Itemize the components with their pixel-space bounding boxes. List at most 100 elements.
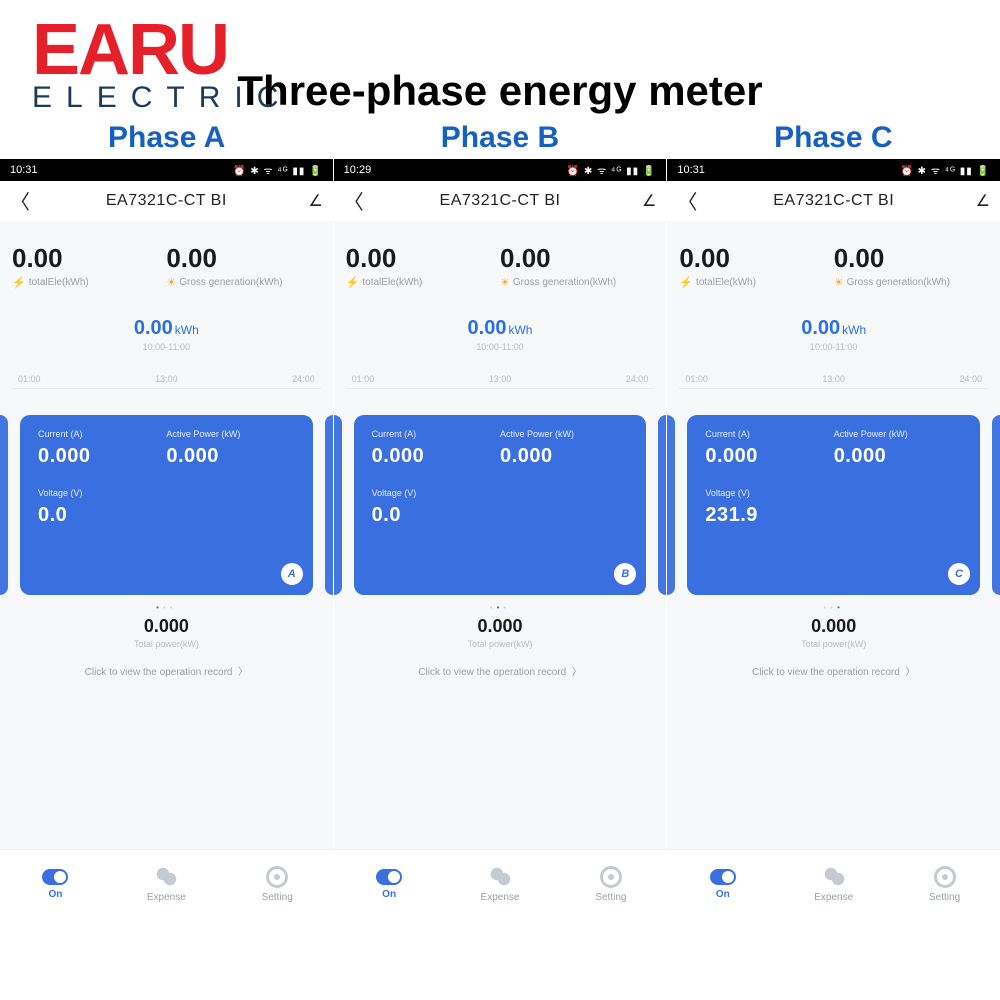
phase-card-wrap: Current (A) 0.000 Active Power (kW) 0.00… [667,415,1000,595]
bolt-icon: ⚡ [679,276,693,289]
power-value: 0.000 [834,445,962,468]
phase-label-c: Phase C [667,121,1000,155]
phone-screenshot-b: 10:29 ⏰ ✱ ᯤ ⁴ᴳ ▮▮ 🔋 〈 EA7321C-CT BI ∠ 0.… [333,159,667,919]
power-value: 0.000 [500,445,628,468]
coins-icon [489,866,511,888]
chart-axis: 01:0013:0024:00 [346,374,655,384]
status-time: 10:29 [344,164,372,176]
total-ele-value: 0.00 [12,243,166,274]
coins-icon [823,866,845,888]
voltage-value: 0.0 [38,504,295,527]
nav-on[interactable]: On [0,850,111,919]
power-label: Active Power (kW) [500,429,628,439]
total-ele-label: totalEle(kWh) [696,277,756,288]
total-power-label: Total power(kW) [334,639,667,649]
total-ele-label: totalEle(kWh) [29,277,89,288]
total-ele-label: totalEle(kWh) [362,277,422,288]
nav-expense[interactable]: Expense [778,850,889,919]
phase-card[interactable]: Current (A) 0.000 Active Power (kW) 0.00… [687,415,980,595]
nav-setting[interactable]: Setting [222,850,333,919]
phase-label-a: Phase A [0,121,333,155]
back-button[interactable]: 〈 [677,186,697,215]
phase-card[interactable]: Current (A) 0.000 Active Power (kW) 0.00… [354,415,647,595]
gear-icon [600,866,622,888]
nav-on[interactable]: On [667,850,778,919]
gross-gen-label: Gross generation(kWh) [179,277,282,288]
top-metrics: 0.00 ⚡totalEle(kWh) 0.00 ☀Gross generati… [334,221,667,299]
sun-icon: ☀ [500,276,510,289]
voltage-value: 231.9 [705,504,962,527]
nav-setting[interactable]: Setting [889,850,1000,919]
gross-gen-value: 0.00 [500,243,654,274]
total-power-value: 0.000 [0,616,333,637]
phase-label-b: Phase B [333,121,666,155]
device-title: EA7321C-CT BI [440,192,561,210]
app-header: 〈 EA7321C-CT BI ∠ [0,181,333,221]
bottom-nav: On Expense Setting [667,849,1000,919]
total-power-label: Total power(kW) [667,639,1000,649]
chart-value: 0.00kWh [134,317,199,339]
voltage-label: Voltage (V) [38,488,295,498]
chart-area[interactable]: 0.00kWh 10:00-11:00 01:0013:0024:00 [667,299,1000,409]
current-label: Current (A) [372,429,500,439]
toggle-icon [42,869,68,885]
card-pager-dots[interactable]: ••• [667,603,1000,612]
phase-card[interactable]: Current (A) 0.000 Active Power (kW) 0.00… [20,415,313,595]
card-pager-dots[interactable]: ••• [0,603,333,612]
nav-on[interactable]: On [334,850,445,919]
nav-setting[interactable]: Setting [555,850,666,919]
back-button[interactable]: 〈 [10,186,30,215]
status-time: 10:31 [10,164,38,176]
phase-card-wrap: Current (A) 0.000 Active Power (kW) 0.00… [0,415,333,595]
phase-card-wrap: Current (A) 0.000 Active Power (kW) 0.00… [334,415,667,595]
top-metrics: 0.00 ⚡totalEle(kWh) 0.00 ☀Gross generati… [667,221,1000,299]
status-bar: 10:31 ⏰ ✱ ᯤ ⁴ᴳ ▮▮ 🔋 [0,159,333,181]
total-power-label: Total power(kW) [0,639,333,649]
toggle-icon [710,869,736,885]
status-bar: 10:29 ⏰ ✱ ᯤ ⁴ᴳ ▮▮ 🔋 [334,159,667,181]
chart-area[interactable]: 0.00kWh 10:00-11:00 01:0013:0024:00 [0,299,333,409]
nav-expense[interactable]: Expense [111,850,222,919]
power-value: 0.000 [166,445,294,468]
voltage-label: Voltage (V) [372,488,629,498]
phase-badge: C [948,563,970,585]
app-header: 〈 EA7321C-CT BI ∠ [334,181,667,221]
voltage-label: Voltage (V) [705,488,962,498]
status-icons: ⏰ ✱ ᯤ ⁴ᴳ ▮▮ 🔋 [900,163,990,177]
power-label: Active Power (kW) [166,429,294,439]
current-label: Current (A) [705,429,833,439]
total-power: 0.000 Total power(kW) [334,616,667,649]
total-power: 0.000 Total power(kW) [0,616,333,649]
chart-value: 0.00kWh [801,317,866,339]
operation-record-link[interactable]: Click to view the operation record 〉 [334,663,667,678]
nav-expense[interactable]: Expense [445,850,556,919]
bolt-icon: ⚡ [346,276,360,289]
gear-icon [934,866,956,888]
gross-gen-value: 0.00 [166,243,320,274]
device-title: EA7321C-CT BI [773,192,894,210]
edit-button[interactable]: ∠ [303,191,323,211]
edit-button[interactable]: ∠ [970,191,990,211]
phone-screenshot-c: 10:31 ⏰ ✱ ᯤ ⁴ᴳ ▮▮ 🔋 〈 EA7321C-CT BI ∠ 0.… [666,159,1000,919]
chart-timerange: 10:00-11:00 [12,342,321,352]
power-label: Active Power (kW) [834,429,962,439]
card-pager-dots[interactable]: ••• [334,603,667,612]
gross-gen-label: Gross generation(kWh) [847,277,950,288]
gross-gen-label: Gross generation(kWh) [513,277,616,288]
back-button[interactable]: 〈 [344,186,364,215]
coins-icon [155,866,177,888]
chart-area[interactable]: 0.00kWh 10:00-11:00 01:0013:0024:00 [334,299,667,409]
chart-timerange: 10:00-11:00 [346,342,655,352]
device-title: EA7321C-CT BI [106,192,227,210]
chart-axis: 01:0013:0024:00 [679,374,988,384]
chart-value: 0.00kWh [468,317,533,339]
status-icons: ⏰ ✱ ᯤ ⁴ᴳ ▮▮ 🔋 [233,163,323,177]
total-power-value: 0.000 [334,616,667,637]
operation-record-link[interactable]: Click to view the operation record 〉 [667,663,1000,678]
operation-record-link[interactable]: Click to view the operation record 〉 [0,663,333,678]
current-value: 0.000 [372,445,500,468]
bottom-nav: On Expense Setting [0,849,333,919]
edit-button[interactable]: ∠ [636,191,656,211]
app-header: 〈 EA7321C-CT BI ∠ [667,181,1000,221]
gear-icon [266,866,288,888]
